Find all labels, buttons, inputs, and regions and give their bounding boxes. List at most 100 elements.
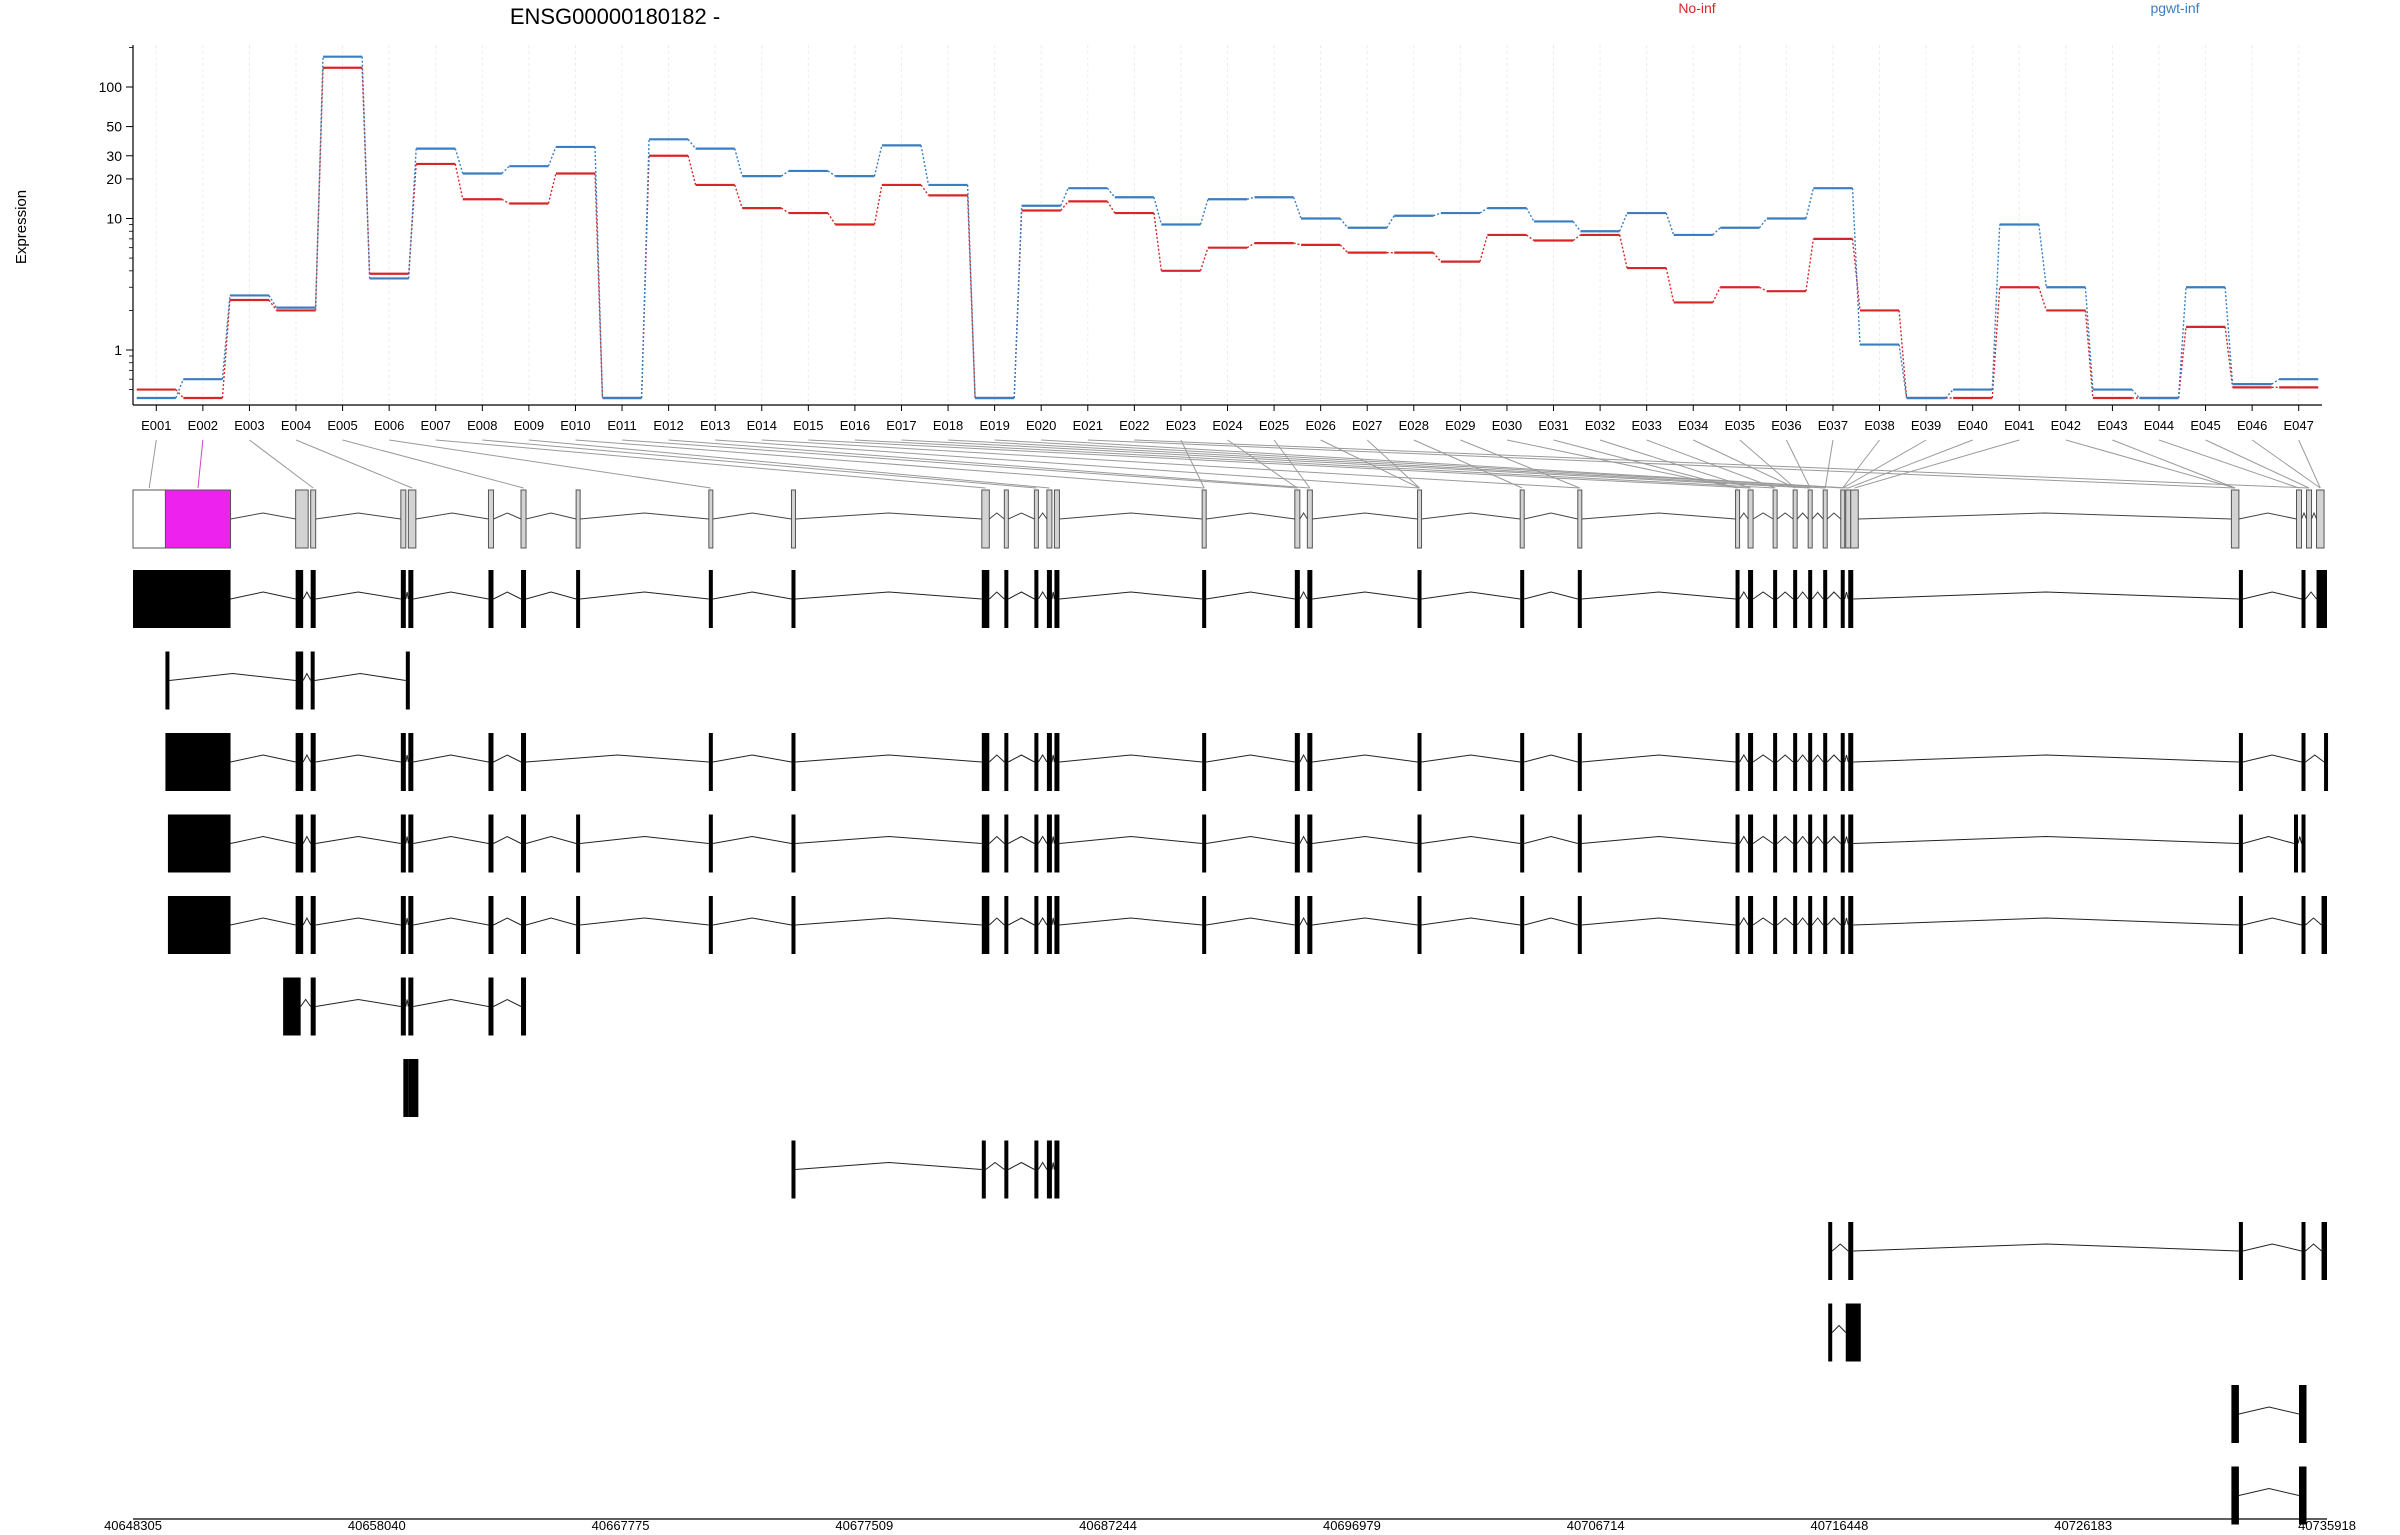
exon-label: E001 — [141, 418, 171, 433]
model-intron — [1752, 512, 1774, 520]
exon-label: E026 — [1305, 418, 1335, 433]
transcript-exon — [1735, 896, 1740, 954]
transcript-intron — [1051, 591, 1055, 600]
expression-connector — [1479, 234, 1489, 262]
transcript-exon — [791, 570, 796, 628]
transcript-intron — [795, 754, 982, 763]
transcript-exon — [2316, 570, 2327, 628]
exon-connector — [808, 439, 1751, 489]
model-exon — [1519, 489, 1525, 549]
exon-connector — [1273, 439, 1311, 489]
model-intron — [2311, 511, 2317, 520]
model-intron — [1421, 512, 1521, 520]
expression-connector — [314, 56, 324, 308]
exon-connector — [1460, 439, 1580, 489]
transcript-intron — [1008, 835, 1035, 844]
transcript-exon — [1748, 733, 1754, 791]
transcript-exon — [1823, 733, 1828, 791]
transcript-intron — [1853, 917, 2239, 926]
transcript-exon — [310, 814, 316, 873]
transcript-exon — [310, 570, 316, 628]
exon-connector — [761, 439, 1580, 489]
transcript-exon — [408, 1059, 419, 1117]
transcript-track — [167, 896, 2327, 954]
exon-label: E028 — [1399, 418, 1429, 433]
exon-connector — [1599, 439, 1751, 489]
transcript-intron — [1059, 835, 1203, 844]
transcript-track — [165, 733, 2329, 791]
y-tick-label: 10 — [106, 211, 122, 227]
model-intron — [580, 512, 709, 520]
transcript-intron — [1421, 917, 1521, 926]
exon-connector — [2158, 439, 2300, 489]
expression-connector — [734, 148, 743, 177]
exon-label: E039 — [1911, 418, 1941, 433]
genomic-tick-label: 40667775 — [592, 1518, 650, 1530]
transcript-exon — [791, 896, 796, 954]
expression-connector — [687, 138, 697, 150]
transcript-exon — [1735, 814, 1740, 873]
transcript-intron — [1312, 835, 1418, 844]
exon-label: E024 — [1212, 418, 1242, 433]
transcript-intron — [1844, 836, 1849, 844]
transcript-intron — [1059, 754, 1203, 763]
series-pgwt-inf — [136, 55, 2319, 400]
exon-label: E029 — [1445, 418, 1475, 433]
expression-connector — [501, 198, 510, 205]
expression-connector — [873, 145, 883, 177]
exon-connector — [621, 439, 1298, 489]
transcript-intron — [988, 835, 1005, 844]
transcript-intron — [1037, 1161, 1048, 1170]
transcript-intron — [1776, 835, 1794, 844]
transcript-intron — [1739, 917, 1749, 926]
model-exon — [2316, 489, 2325, 549]
model-exon — [575, 489, 581, 549]
transcript-exon — [167, 814, 231, 873]
transcript-intron — [525, 754, 709, 763]
genomic-tick-label: 40677509 — [835, 1518, 893, 1530]
transcript-exon — [1202, 814, 1207, 873]
expression-connector — [1898, 344, 1908, 399]
exon-connector — [295, 439, 413, 489]
exon-label: E047 — [2284, 418, 2314, 433]
exon-label: E043 — [2097, 418, 2127, 433]
transcript-intron — [1581, 917, 1736, 926]
transcript-intron — [413, 754, 489, 763]
exon-connector — [1646, 439, 1776, 489]
transcript-exon — [400, 977, 406, 1036]
transcript-exon — [2321, 896, 2327, 954]
exon-connector — [1320, 439, 1420, 489]
exon-label: E036 — [1771, 418, 1801, 433]
transcript-intron — [413, 835, 489, 844]
transcript-intron — [1776, 754, 1794, 763]
transcript-exon — [981, 814, 990, 873]
expression-connector — [827, 212, 836, 225]
transcript-exon — [1417, 896, 1422, 954]
exon-label: E034 — [1678, 418, 1708, 433]
transcript-exon — [400, 814, 406, 873]
transcript-exon — [521, 570, 527, 628]
model-intron — [493, 512, 522, 520]
y-tick-label: 1 — [114, 342, 122, 358]
exon-label: E046 — [2237, 418, 2267, 433]
model-exon — [981, 489, 990, 549]
expression-connector — [1432, 252, 1442, 263]
transcript-exon — [408, 733, 414, 791]
expression-connector — [501, 165, 510, 174]
transcript-exon — [1823, 814, 1828, 873]
transcript-intron — [1796, 835, 1809, 844]
transcript-exon — [400, 733, 406, 791]
expression-connector — [1851, 188, 1861, 345]
legend-no-inf: No-inf — [1678, 0, 1715, 16]
y-tick-label: 30 — [106, 148, 122, 164]
transcript-exon — [1577, 733, 1582, 791]
transcript-intron — [1051, 917, 1055, 926]
exon-connector — [2205, 439, 2310, 489]
expression-connector — [687, 155, 697, 186]
model-intron — [230, 512, 296, 520]
transcript-exon — [2324, 733, 2329, 791]
exon-label: E023 — [1166, 418, 1196, 433]
exon-label: E013 — [700, 418, 730, 433]
transcript-intron — [315, 754, 401, 763]
transcript-intron — [2238, 1406, 2300, 1415]
